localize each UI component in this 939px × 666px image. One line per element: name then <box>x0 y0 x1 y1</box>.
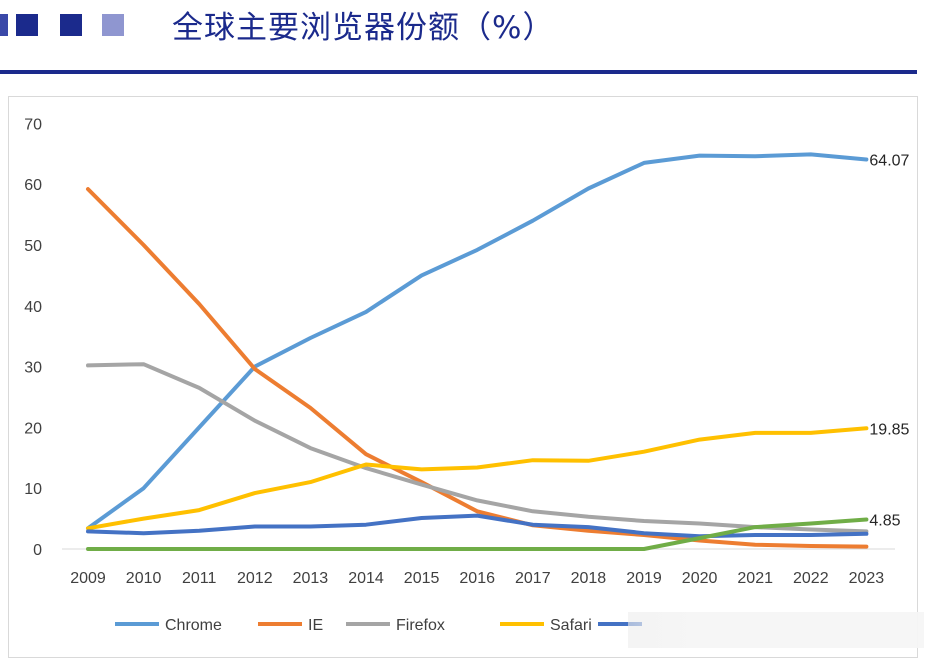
y-tick-label: 70 <box>24 116 42 133</box>
x-tick-label: 2017 <box>515 570 551 587</box>
header-square <box>102 14 124 36</box>
series-line-safari <box>86 426 869 531</box>
series-line-series-4 <box>86 513 869 539</box>
page-title: 全球主要浏览器份额（%） <box>172 10 555 46</box>
x-tick-label: 2011 <box>182 570 217 587</box>
x-tick-label: 2013 <box>293 570 329 587</box>
data-label: 64.07 <box>869 152 909 169</box>
x-tick-label: 2014 <box>348 570 384 587</box>
series-line-firefox <box>86 362 869 534</box>
data-label: 19.85 <box>869 421 909 438</box>
x-tick-label: 2021 <box>737 570 773 587</box>
x-tick-label: 2016 <box>459 570 495 587</box>
x-tick-label: 2009 <box>70 570 106 587</box>
x-axis: 2009 2010 2011 2012 2013 2014 2015 2016 2017 2018… <box>70 570 884 587</box>
header-square <box>16 14 38 36</box>
chart-frame <box>8 96 918 658</box>
data-label: 4.85 <box>869 513 900 530</box>
data-labels: 64.07 19.85 4.85 <box>869 152 909 529</box>
x-tick-label: 2018 <box>571 570 607 587</box>
title-divider <box>0 70 917 74</box>
y-tick-label: 10 <box>24 481 42 498</box>
x-tick-label: 2020 <box>682 570 718 587</box>
x-tick-label: 2012 <box>237 570 273 587</box>
y-tick-label: 50 <box>24 238 42 255</box>
legend-blur-overlay <box>628 612 924 648</box>
legend-label: Chrome <box>165 617 222 634</box>
x-tick-label: 2010 <box>126 570 162 587</box>
series-line-series-5 <box>86 517 869 551</box>
y-axis: 0 10 20 30 40 50 60 70 <box>24 116 42 559</box>
header-square <box>60 14 82 36</box>
x-tick-label: 2019 <box>626 570 662 587</box>
legend-label: Firefox <box>396 617 445 634</box>
y-tick-label: 60 <box>24 177 42 194</box>
y-tick-label: 40 <box>24 299 42 316</box>
series-lines <box>86 152 869 551</box>
series-line-ie <box>86 187 869 549</box>
legend-label: Safari <box>550 617 592 634</box>
series-line-chrome <box>86 152 869 531</box>
y-tick-label: 30 <box>24 360 42 377</box>
legend: Chrome IE Firefox Safari <box>115 617 642 634</box>
y-tick-label: 20 <box>24 420 42 437</box>
header-square <box>0 14 8 36</box>
legend-label: IE <box>308 617 323 634</box>
y-tick-label: 0 <box>33 542 42 559</box>
x-tick-label: 2022 <box>793 570 829 587</box>
x-tick-label: 2023 <box>849 570 885 587</box>
x-tick-label: 2015 <box>404 570 440 587</box>
